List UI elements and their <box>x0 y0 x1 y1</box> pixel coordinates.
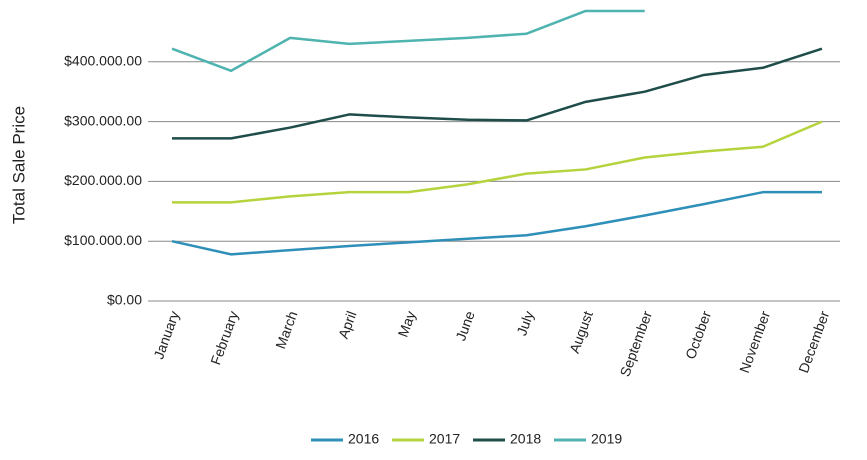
x-tick-label: July <box>513 309 537 338</box>
x-tick-label: November <box>736 309 773 375</box>
x-tick-label: March <box>272 309 300 351</box>
y-tick-label: $100.000.00 <box>64 232 142 248</box>
series-line <box>171 9 645 73</box>
x-tick-label: October <box>682 309 714 362</box>
series-line <box>171 190 822 256</box>
legend-label: 2018 <box>510 431 541 447</box>
y-axis-title: Total Sale Price <box>9 106 28 224</box>
x-tick-label: August <box>566 309 596 356</box>
series-line <box>172 47 823 140</box>
x-tick-label: January <box>150 309 182 361</box>
x-tick-label: April <box>335 309 360 341</box>
x-tick-label: May <box>395 309 419 339</box>
legend-label: 2019 <box>591 431 622 447</box>
y-tick-label: $200.000.00 <box>64 172 142 188</box>
x-tick-label: February <box>207 309 241 367</box>
x-tick-label: June <box>452 309 477 343</box>
x-tick-label: September <box>617 309 656 379</box>
legend-label: 2016 <box>348 431 379 447</box>
x-tick-label: December <box>795 309 832 375</box>
legend-label: 2017 <box>429 431 460 447</box>
y-tick-label: $300.000.00 <box>64 112 142 128</box>
y-tick-label: $0.00 <box>107 292 142 308</box>
series-line <box>172 120 823 204</box>
y-tick-label: $400.000.00 <box>64 53 142 69</box>
